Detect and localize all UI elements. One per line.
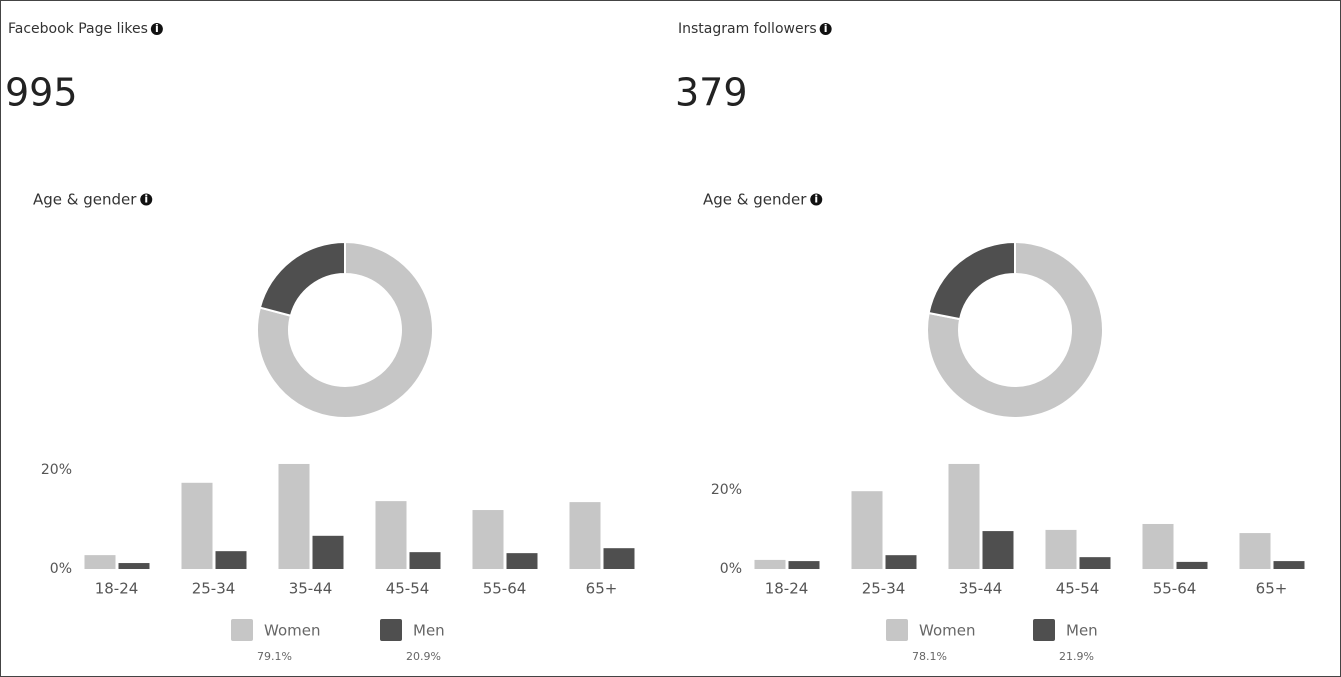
bar [948,463,980,569]
x-tick-label: 25-34 [192,580,236,598]
bar [506,553,538,569]
donut-segment [927,240,1016,321]
section-title: Age & gender [703,191,807,209]
x-tick-label: 55-64 [483,580,527,598]
donut-segment [926,240,1104,419]
bar [375,501,407,569]
bar [409,552,441,569]
legend-percent: 21.9% [1059,650,1094,663]
info-icon-dot [155,24,158,26]
legend-swatch [231,619,253,641]
legend-swatch [380,619,402,641]
metric-value: 995 [5,71,78,115]
section-title: Age & gender [33,191,137,209]
bar [1273,561,1305,569]
legend-label: Men [413,622,445,640]
x-tick-label: 35-44 [959,580,1003,598]
x-tick-label: 18-24 [765,580,809,598]
bar [569,502,601,569]
x-tick-label: 45-54 [1056,580,1100,598]
donut-segment [256,240,434,419]
bar [788,561,820,569]
bar [1045,529,1077,569]
info-icon-glyph [815,196,818,203]
info-icon-glyph [145,196,148,203]
info-icon-dot [824,24,827,26]
bar [1176,561,1208,569]
bar [181,482,213,569]
legend-swatch [886,619,908,641]
bar [84,555,116,569]
legend-swatch [1033,619,1055,641]
bar [278,463,310,569]
bar [1079,557,1111,569]
bar [1142,523,1174,569]
panel-title: Facebook Page likes [8,21,148,37]
legend-label: Women [919,622,975,640]
info-icon-glyph [824,26,827,32]
panel-title: Instagram followers [678,21,817,37]
legend-percent: 20.9% [406,650,441,663]
bar [215,551,247,569]
bar [754,559,786,569]
info-icon-dot [145,194,148,196]
info-icon-dot [815,194,818,196]
bar [1239,533,1271,569]
x-tick-label: 45-54 [386,580,430,598]
x-tick-label: 35-44 [289,580,333,598]
donut-segment [258,240,346,317]
legend-percent: 79.1% [257,650,292,663]
info-icon-glyph [155,26,158,32]
bar [472,510,504,569]
y-tick-label: 0% [50,561,72,577]
legend-label: Women [264,622,320,640]
y-tick-label: 0% [720,561,742,577]
x-tick-label: 65+ [586,580,618,598]
bar [118,563,150,569]
bar [885,555,917,569]
bar [851,491,883,569]
metric-value: 379 [675,71,748,115]
y-tick-label: 20% [41,462,72,478]
legend-label: Men [1066,622,1098,640]
x-tick-label: 18-24 [95,580,139,598]
x-tick-label: 65+ [1256,580,1288,598]
x-tick-label: 25-34 [862,580,906,598]
y-tick-label: 20% [711,482,742,498]
legend-percent: 78.1% [912,650,947,663]
x-tick-label: 55-64 [1153,580,1197,598]
bar [982,531,1014,569]
bar [603,548,635,569]
bar [312,535,344,569]
